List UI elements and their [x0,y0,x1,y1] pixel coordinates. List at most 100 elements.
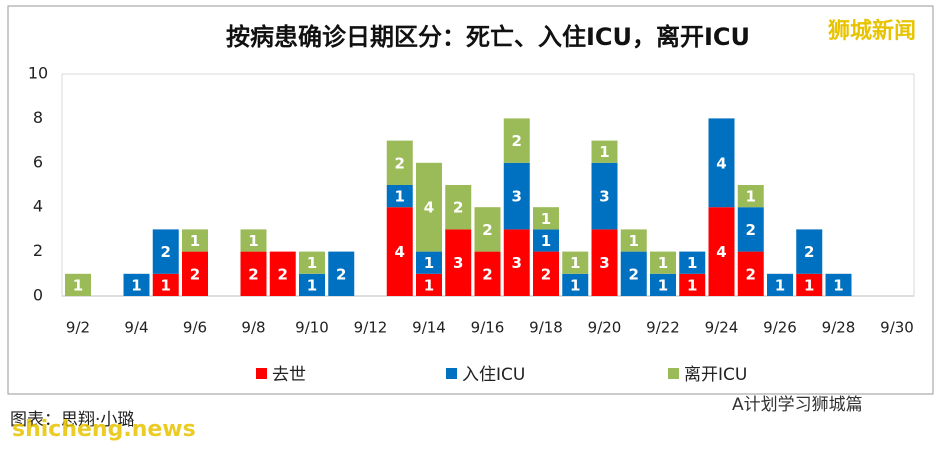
data-label: 1 [73,276,83,294]
bar-segment [679,251,706,274]
data-label: 2 [541,265,551,283]
x-tick-label: 9/12 [354,319,388,337]
data-label: 1 [541,210,551,228]
legend-swatch [668,368,679,379]
data-label: 1 [775,276,785,294]
data-label: 1 [570,276,580,294]
bar-segment [591,229,618,296]
bar-segment [240,229,267,252]
bar-segment [123,273,150,296]
credit: 图表：思翔·小璐 [10,410,134,430]
bar-segment [796,229,823,274]
data-label: 2 [482,221,492,239]
bar-segment [445,185,472,230]
data-label: 1 [541,232,551,250]
bar-segment [533,229,559,252]
data-label: 1 [746,188,756,206]
data-label: 2 [395,154,405,172]
data-label: 4 [424,199,434,217]
x-tick-label: 9/18 [529,319,563,337]
bar-segment [65,273,91,296]
bar-segment [708,118,735,208]
y-tick-label: 8 [33,108,43,127]
x-tick-label: 9/22 [646,319,680,337]
site-watermark: shicheng.news [12,417,196,442]
data-label: 2 [804,243,814,261]
bar-segment [386,185,413,208]
data-label: 3 [453,254,463,272]
bar-segment [737,207,764,252]
data-label: 2 [629,265,639,283]
data-label: 1 [248,232,258,250]
bar-segment [182,229,208,252]
data-label: 2 [482,265,492,283]
bar-segment [533,251,559,296]
data-label: 2 [746,221,756,239]
data-label: 1 [424,254,434,272]
legend-label: 入住ICU [462,365,525,385]
data-label: 1 [395,188,405,206]
bar-segment [679,273,706,296]
x-tick-label: 9/2 [66,319,90,337]
bar-segment [386,140,413,185]
bar-segment [152,229,179,274]
data-label: 2 [512,132,522,150]
data-label: 1 [658,276,668,294]
data-label: 3 [599,188,609,206]
y-tick-label: 10 [28,64,48,83]
data-label: 1 [599,143,609,161]
data-label: 1 [424,276,434,294]
x-tick-label: 9/10 [295,319,329,337]
x-tick-label: 9/14 [412,319,446,337]
bar-segment [416,273,442,296]
bar-segment [825,273,852,296]
x-tick-label: 9/24 [705,319,739,337]
bar-segment [474,251,501,296]
bar-segment [708,207,735,296]
x-tick-label: 9/26 [763,319,797,337]
data-label: 1 [131,276,141,294]
watermark: 狮城新闻 [828,18,916,44]
y-tick-label: 4 [33,197,43,216]
data-label: 3 [599,254,609,272]
bar-segment [503,229,530,296]
bar-segment [182,251,208,296]
bar-segment [737,185,764,208]
bar-segment [269,251,296,296]
bar-segment [796,273,823,296]
data-label: 1 [629,232,639,250]
bar-segment [503,118,530,163]
bar-segment [562,251,589,274]
data-label: 4 [716,154,726,172]
chart-title: 按病患确诊日期区分：死亡、入住ICU，离开ICU [226,23,750,51]
data-label: 2 [161,243,171,261]
data-label: 4 [395,243,405,261]
data-label: 1 [307,276,317,294]
bar-segment [562,273,589,296]
x-tick-label: 9/16 [471,319,505,337]
data-label: 2 [248,265,258,283]
bar-segment [416,251,442,274]
data-label: 2 [746,265,756,283]
data-label: 3 [512,254,522,272]
x-tick-label: 9/4 [124,319,148,337]
bar-segment [503,162,530,230]
bar-segment [152,273,179,296]
bar-segment [620,229,647,252]
data-label: 1 [833,276,843,294]
x-tick-label: 9/30 [880,319,914,337]
x-tick-label: 9/8 [241,319,265,337]
bar-segment [445,229,472,296]
bar-segment [591,140,618,163]
bar-segment [299,273,325,296]
bar-segment [474,207,501,252]
x-tick-label: 9/20 [588,319,622,337]
data-label: 2 [453,199,463,217]
bar-segment [240,251,267,296]
data-label: 2 [190,265,200,283]
bar-segment [591,162,618,230]
data-label: 1 [658,254,668,272]
legend-swatch [446,368,457,379]
bar-segment [767,273,793,296]
y-tick-label: 2 [33,241,43,260]
